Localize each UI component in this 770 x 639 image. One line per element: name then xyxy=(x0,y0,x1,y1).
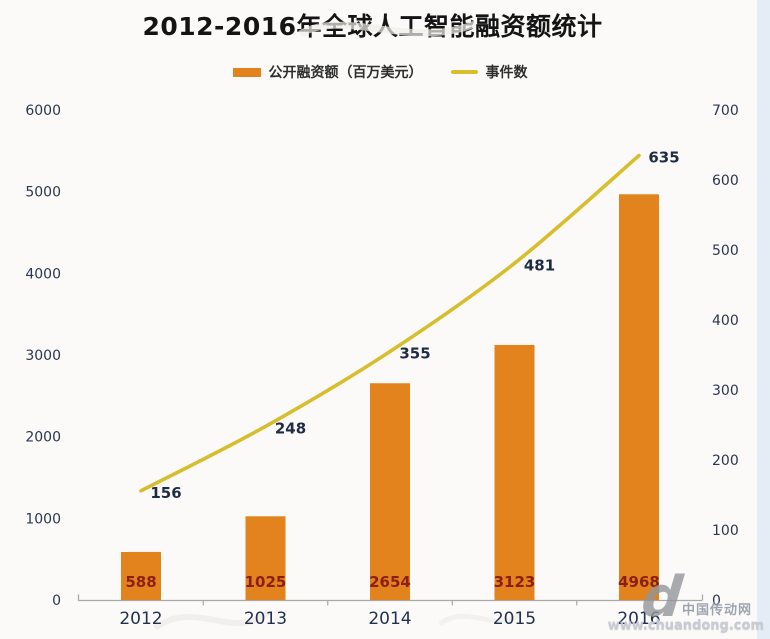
left-axis-tick-label: 1000 xyxy=(25,511,61,527)
funding-bar xyxy=(494,344,535,600)
x-axis-endcap-tick xyxy=(77,594,704,601)
left-axis-tick-label: 5000 xyxy=(25,185,61,201)
x-axis-category-label: 2016 xyxy=(617,609,660,629)
legend-item-events: 事件数 xyxy=(450,62,528,82)
right-axis-tick-label: 700 xyxy=(712,103,739,119)
legend-label-funding: 公开融资额（百万美元） xyxy=(268,65,423,81)
line-value-label: 355 xyxy=(399,345,430,363)
background-artifact xyxy=(438,610,524,627)
x-axis-category-label: 2015 xyxy=(493,609,536,629)
events-line xyxy=(139,153,641,493)
legend-label-events: 事件数 xyxy=(485,65,528,81)
page-edge-strip xyxy=(757,0,770,639)
left-axis-tick-label: 6000 xyxy=(25,103,61,119)
line-value-label: 635 xyxy=(648,149,679,167)
right-axis-tick-label: 500 xyxy=(712,243,739,259)
background-artifact xyxy=(298,20,477,38)
right-axis-tick-label: 0 xyxy=(712,593,721,609)
right-axis-tick-label: 600 xyxy=(712,173,739,189)
right-axis-tick-label: 400 xyxy=(712,313,739,329)
x-axis-category-label: 2014 xyxy=(368,609,411,629)
background-artifact xyxy=(153,609,271,631)
funding-bar xyxy=(619,194,659,600)
funding-bar xyxy=(370,383,410,600)
legend-item-funding: 公开融资额（百万美元） xyxy=(232,62,423,82)
line-value-label: 248 xyxy=(275,419,306,437)
bar-value-label: 4968 xyxy=(618,573,660,591)
bar-series-swatch-icon xyxy=(232,67,261,77)
line-value-label: 481 xyxy=(524,256,555,274)
right-axis-tick-label: 100 xyxy=(712,523,739,539)
funding-bar xyxy=(121,551,161,600)
funding-bar xyxy=(245,516,286,600)
bar-value-label: 3123 xyxy=(494,573,536,591)
x-axis-category-label: 2013 xyxy=(244,609,287,629)
left-axis-tick-label: 2000 xyxy=(25,430,61,446)
x-axis-category-label: 2012 xyxy=(119,609,162,629)
bar-value-label: 1025 xyxy=(245,573,287,591)
line-series-swatch-icon xyxy=(450,70,478,74)
right-axis-tick-label: 200 xyxy=(712,453,739,469)
left-axis-tick-label: 3000 xyxy=(25,348,61,364)
line-value-label: 156 xyxy=(150,484,181,502)
right-axis-tick-label: 300 xyxy=(712,383,739,399)
left-axis-tick-label: 4000 xyxy=(25,266,61,282)
bar-value-label: 2654 xyxy=(369,573,411,591)
chart-legend: 公开融资额（百万美元） 事件数 xyxy=(0,60,760,84)
bar-value-label: 588 xyxy=(125,573,156,591)
left-axis-tick-label: 0 xyxy=(52,593,61,609)
